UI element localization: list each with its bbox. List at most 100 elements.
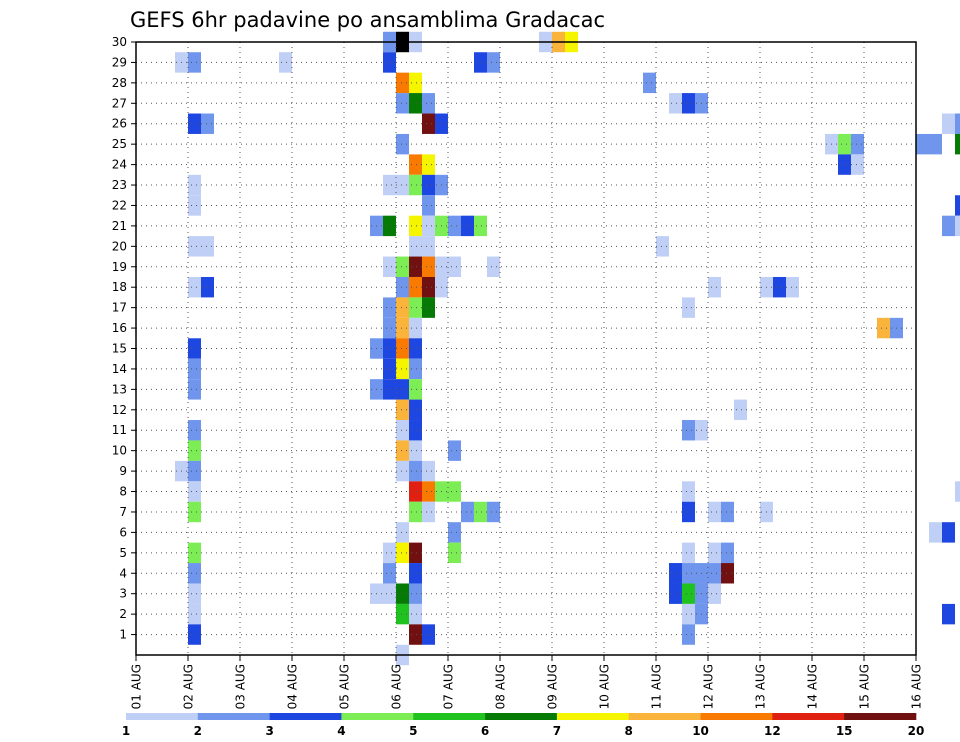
y-tick-label: 9 <box>119 464 127 478</box>
precip-cell <box>786 276 799 298</box>
precip-cell <box>409 72 422 94</box>
colorbar-label: 7 <box>553 724 561 738</box>
precip-cell <box>396 379 409 400</box>
grid-lines <box>136 41 916 655</box>
precip-cell <box>396 522 409 543</box>
precip-cell <box>682 93 695 114</box>
colorbar-label: 10 <box>692 724 709 738</box>
colorbar-segment <box>844 713 917 720</box>
precip-cell <box>838 154 851 175</box>
y-tick-label: 12 <box>112 403 127 417</box>
x-tick-label: 13 AUG <box>754 664 768 709</box>
precip-cell <box>643 72 656 94</box>
x-tick-label: 04 AUG <box>286 664 300 709</box>
precip-cell <box>474 52 487 73</box>
precip-cell <box>448 256 461 277</box>
precip-cell <box>942 522 955 543</box>
colorbar: 1 2 3 4 5 6 7 8 10 12 15 20 <box>122 713 925 738</box>
precip-cell <box>682 624 695 645</box>
precip-cell <box>409 420 422 441</box>
precip-cell <box>383 358 396 380</box>
precip-cell <box>448 522 461 543</box>
colorbar-label: 5 <box>409 724 417 738</box>
precip-cell <box>942 603 955 625</box>
y-tick-label: 13 <box>112 382 127 396</box>
y-tick-label: 24 <box>112 158 127 172</box>
precip-cell <box>669 583 682 604</box>
precip-cell <box>682 542 695 564</box>
y-tick-label: 27 <box>112 96 127 110</box>
x-tick-label: 14 AUG <box>806 664 820 709</box>
precip-cell <box>682 603 695 625</box>
precip-cell <box>396 174 409 196</box>
precip-cell <box>955 133 960 155</box>
precip-cell <box>409 603 422 625</box>
precip-cell <box>409 379 422 400</box>
y-tick-label: 2 <box>119 607 127 621</box>
precip-cell <box>188 113 201 134</box>
colorbar-label: 20 <box>908 724 925 738</box>
precip-cell <box>422 195 435 216</box>
x-tick-label: 07 AUG <box>442 664 456 709</box>
precip-cell <box>201 276 214 298</box>
precip-cell <box>383 297 396 318</box>
precip-cell <box>188 174 201 196</box>
y-tick-label: 26 <box>112 117 127 131</box>
x-tick-label: 05 AUG <box>338 664 352 709</box>
precip-cell <box>422 93 435 114</box>
precip-cell <box>422 174 435 196</box>
precip-cell <box>383 256 396 277</box>
precip-cell <box>409 338 422 359</box>
precip-cell <box>773 276 786 298</box>
precip-cell <box>682 420 695 441</box>
precip-cell <box>383 52 396 73</box>
x-tick-label: 06 AUG <box>390 664 404 709</box>
precip-cell <box>188 460 201 482</box>
colorbar-segment <box>197 713 270 720</box>
precip-cell <box>383 542 396 564</box>
precip-cell <box>838 133 851 155</box>
precip-cell <box>708 563 721 584</box>
x-tick-label: 09 AUG <box>546 664 560 709</box>
colorbar-segment <box>556 713 630 720</box>
y-tick-label: 8 <box>119 485 127 499</box>
precip-cell <box>383 174 396 196</box>
precip-cell <box>383 215 396 237</box>
precip-cell <box>422 297 435 318</box>
precip-cell <box>409 542 422 564</box>
y-tick-label: 22 <box>112 198 127 212</box>
precip-cell <box>383 583 396 604</box>
precip-cell <box>383 317 396 339</box>
precip-cell <box>409 297 422 318</box>
precip-cell <box>409 317 422 339</box>
x-tick-label: 12 AUG <box>702 664 716 709</box>
precip-cell <box>396 133 409 155</box>
precip-cell <box>396 420 409 441</box>
y-tick-label: 15 <box>112 342 127 356</box>
precip-cell <box>396 399 409 421</box>
precip-cell <box>201 113 214 134</box>
precip-cell <box>396 583 409 604</box>
precip-cell <box>279 52 292 73</box>
precip-cell <box>851 154 864 175</box>
precip-cell <box>188 624 201 645</box>
precip-cell <box>422 113 435 134</box>
precip-cell <box>422 256 435 277</box>
precip-cell <box>942 113 955 134</box>
precip-cell <box>409 215 422 237</box>
x-tick-label: 02 AUG <box>182 664 196 709</box>
precip-cell <box>448 481 461 502</box>
precip-cell <box>396 317 409 339</box>
precip-cell <box>916 133 929 155</box>
x-tick-label: 08 AUG <box>494 664 508 709</box>
colorbar-segment <box>126 713 199 720</box>
precip-cell <box>682 501 695 523</box>
precip-cell <box>734 399 747 421</box>
precip-cell <box>474 215 487 237</box>
precip-cell <box>409 93 422 114</box>
precip-cell <box>955 481 960 502</box>
precip-cell <box>396 603 409 625</box>
colorbar-segment <box>700 713 773 720</box>
y-tick-label: 28 <box>112 76 127 90</box>
